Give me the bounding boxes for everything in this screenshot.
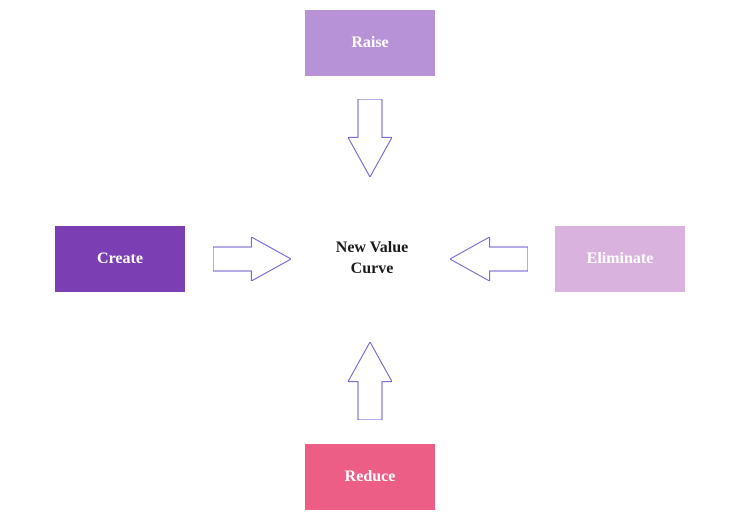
center-label-text: New ValueCurve [336,238,408,280]
box-eliminate: Eliminate [555,226,685,292]
box-create-label: Create [97,250,143,268]
box-reduce-label: Reduce [345,468,396,486]
center-label: New ValueCurve [327,234,417,284]
arrow-up-icon [348,342,392,420]
box-reduce: Reduce [305,444,435,510]
box-create: Create [55,226,185,292]
box-raise: Raise [305,10,435,76]
box-eliminate-label: Eliminate [587,250,654,268]
arrow-left-icon [450,237,528,281]
box-raise-label: Raise [351,34,388,52]
arrow-right-icon [213,237,291,281]
arrow-down-icon [348,99,392,177]
